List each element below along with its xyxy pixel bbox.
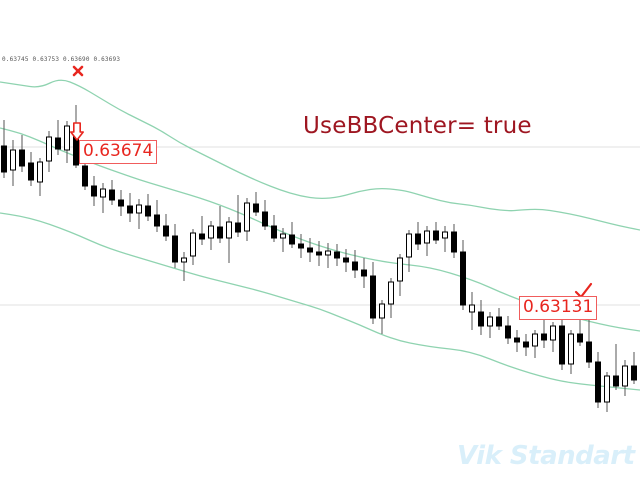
watermark-logo: Vik Standart: [457, 441, 635, 471]
gridlines: [0, 146, 640, 306]
price-label-right: 0.63131: [519, 296, 598, 320]
parameter-annotation-label: UseBBCenter= true: [303, 113, 532, 139]
ohlc-readout: 0.63745 0.63753 0.63690 0.63693: [2, 56, 121, 63]
candlestick-series: [1, 105, 637, 412]
price-label-left: 0.63674: [79, 140, 158, 164]
